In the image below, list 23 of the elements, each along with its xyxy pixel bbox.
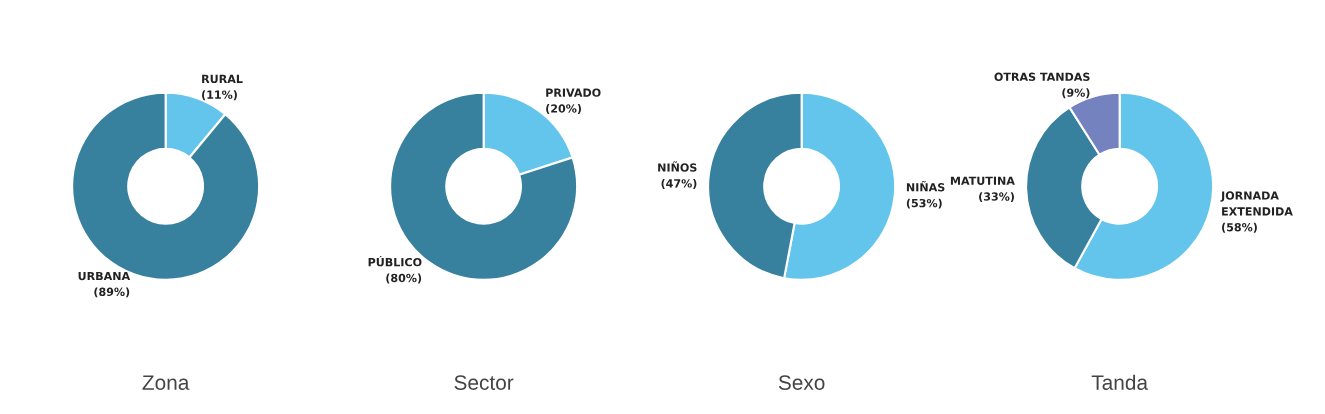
slice-label: URBANA (78, 271, 131, 281)
slice-label: NIÑOS (658, 161, 697, 172)
data-label: (33%) (979, 192, 1014, 203)
text: Sector (454, 375, 514, 390)
data-label: (53%) (906, 198, 942, 209)
data-label: (80%) (386, 273, 422, 284)
data-label: (20%) (546, 104, 581, 114)
slice-label: PÚBLICO (368, 255, 422, 267)
text: Zona (142, 375, 190, 390)
slice-label: PRIVADO (546, 88, 601, 97)
data-label: (47%) (661, 178, 697, 189)
text: Sexo (778, 375, 825, 390)
slice-label: OTRAS TANDAS (994, 72, 1090, 82)
slice-label: MATUTINA (950, 176, 1015, 185)
data-label: (11%) (202, 90, 237, 101)
data-label: (89%) (94, 287, 130, 298)
slice-label: JORNADA EXTENDIDA (1220, 191, 1293, 216)
donut-slice (71, 91, 261, 281)
slice-label: NIÑAS (906, 181, 945, 192)
data-label: (9%) (1062, 88, 1090, 99)
data-label: (58%) (1222, 222, 1257, 233)
slice-label: RURAL (202, 74, 243, 84)
text: Tanda (1091, 374, 1148, 390)
